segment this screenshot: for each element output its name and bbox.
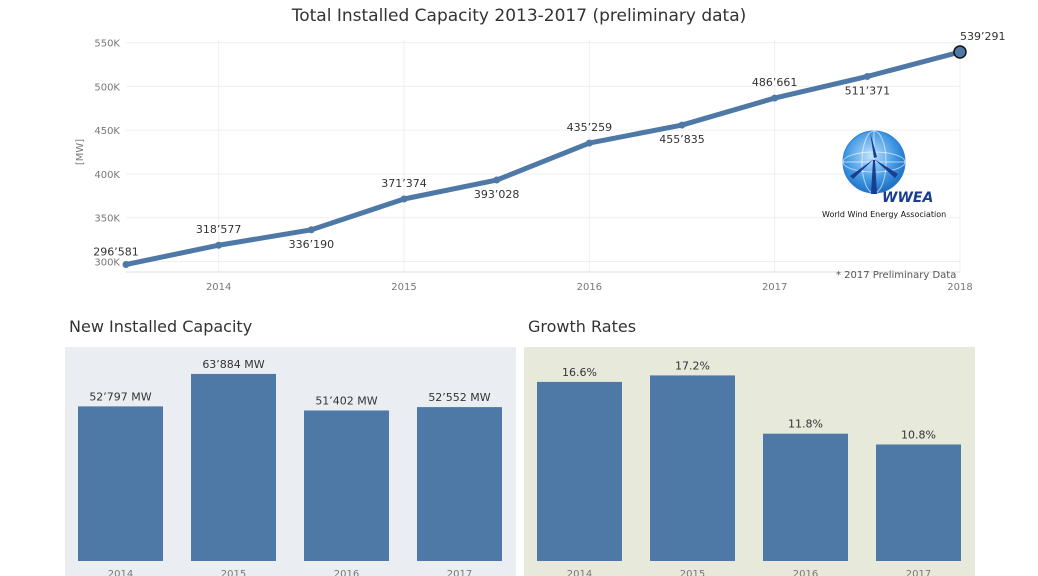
x-tick-label: 2018 [947,282,972,293]
data-label: 393’028 [474,188,520,201]
x-tick-label: 2014 [108,569,133,576]
bar [191,373,276,561]
bar-value-label: 16.6% [562,366,597,379]
x-tick-label: 2017 [447,569,472,576]
bar [650,375,735,561]
growth-rates-title: Growth Rates [528,317,637,336]
x-tick-label: 2014 [567,569,592,576]
data-point [307,226,315,234]
data-point [400,195,408,203]
x-tick-label: 2016 [793,569,818,576]
data-label: 318’577 [196,223,242,236]
bar-value-label: 52’797 MW [89,390,151,403]
data-label: 371’374 [381,177,427,190]
bar [876,444,961,561]
y-tick-label: 500K [94,82,120,93]
data-label: 511’371 [845,84,891,97]
series-line [123,49,963,267]
bar [537,381,622,561]
bar [763,433,848,561]
data-point [678,121,686,129]
x-tick-label: 2016 [334,569,359,576]
x-tick-label: 2015 [680,569,705,576]
bar-value-label: 11.8% [788,418,823,431]
x-tick-label: 2014 [206,282,231,293]
bar [417,407,502,561]
y-axis-label: [MW] [75,139,86,165]
bar-value-label: 52’552 MW [428,391,490,404]
data-label: 486’661 [752,76,798,89]
bar-value-label: 10.8% [901,428,936,441]
data-label: 539’291 [960,30,1006,43]
x-tick-label: 2015 [391,282,416,293]
data-label: 336’190 [289,238,335,251]
x-tick-label: 2017 [906,569,931,576]
data-point [215,241,223,249]
data-point [771,94,779,102]
bar-value-label: 51’402 MW [315,394,377,407]
data-point [493,176,501,184]
total-capacity-line-chart: 300K 350K 400K 450K 500K 550K 2014 2015 2016 2017… [75,30,1006,293]
bar-value-label: 63’884 MW [202,358,264,371]
bar [304,410,389,561]
line-chart-title: Total Installed Capacity 2013-2017 (prel… [291,6,747,26]
y-tick-label: 350K [94,214,120,225]
y-tick-label: 300K [94,257,120,268]
wind-turbine-globe-icon [842,130,906,194]
y-tick-label: 450K [94,126,120,137]
footnote: * 2017 Preliminary Data [836,270,957,281]
x-tick-label: 2015 [221,569,246,576]
bar-value-label: 17.2% [675,359,710,372]
data-label: 296’581 [93,245,139,258]
y-tick-label: 550K [94,39,120,50]
data-point [953,45,967,59]
logo-caption: World Wind Energy Association [822,210,947,219]
data-label: 455’835 [659,133,705,146]
data-point [585,139,593,147]
wwea-logo: WWEA World Wind Energy Association [820,128,947,224]
data-label: 435’259 [567,121,613,134]
x-tick-label: 2016 [577,282,602,293]
y-tick-label: 400K [94,170,120,181]
x-tick-label: 2017 [762,282,787,293]
new-capacity-title: New Installed Capacity [69,317,253,336]
data-point [122,260,130,268]
logo-wordmark: WWEA [882,190,934,206]
bar [78,406,163,561]
data-point [863,72,871,80]
